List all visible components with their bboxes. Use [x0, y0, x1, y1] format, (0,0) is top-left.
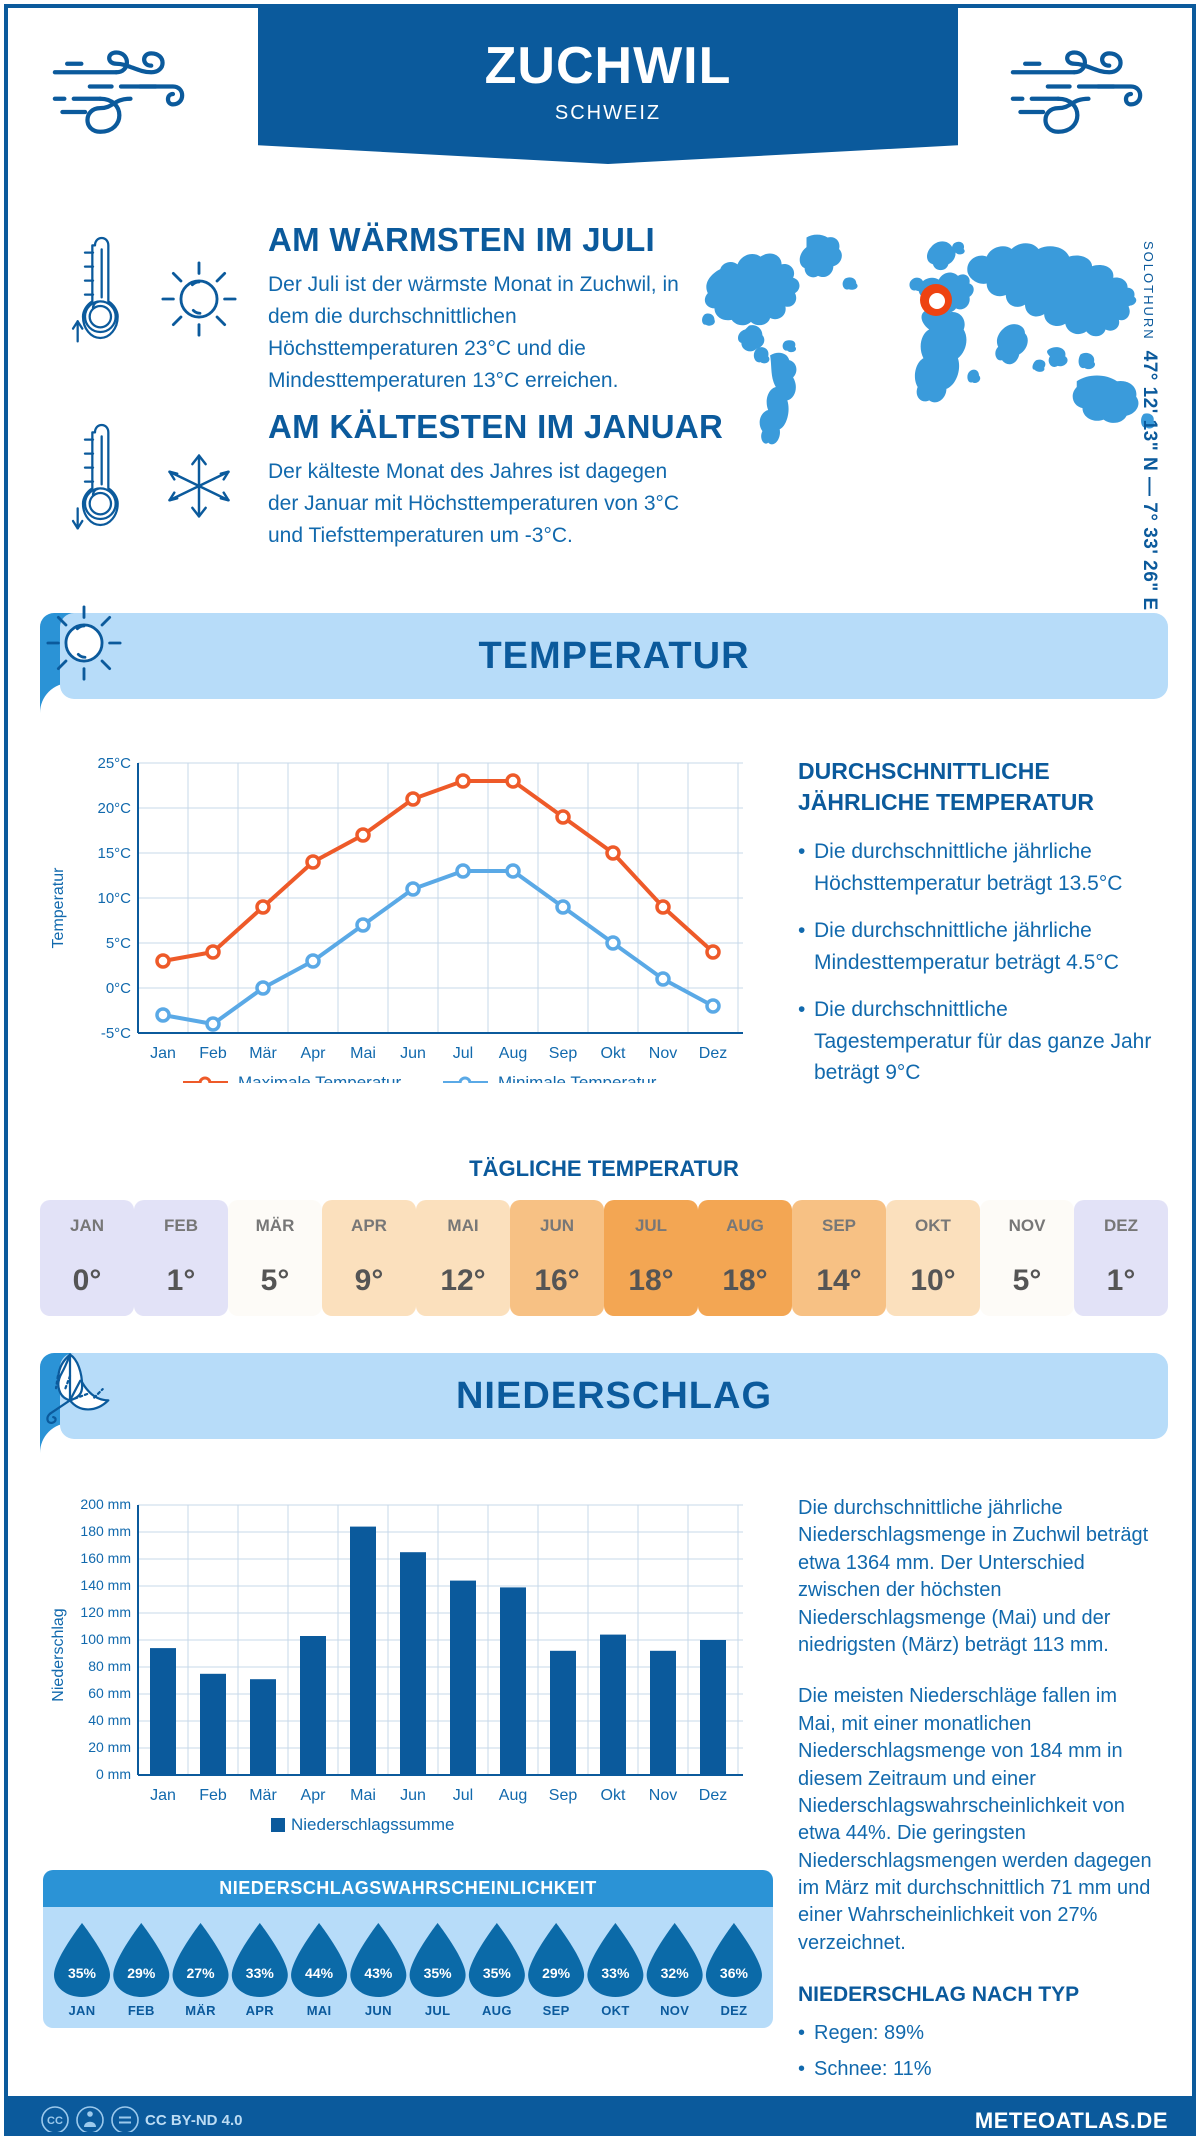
svg-text:0°C: 0°C — [106, 980, 131, 997]
svg-text:40 mm: 40 mm — [88, 1712, 131, 1728]
svg-text:160 mm: 160 mm — [80, 1550, 131, 1566]
svg-text:Dez: Dez — [699, 1045, 727, 1062]
svg-text:200 mm: 200 mm — [80, 1496, 131, 1512]
svg-text:0 mm: 0 mm — [96, 1766, 131, 1782]
svg-text:Apr: Apr — [301, 1787, 327, 1804]
svg-text:Jun: Jun — [400, 1045, 426, 1062]
svg-text:Feb: Feb — [199, 1045, 227, 1062]
svg-text:Jul: Jul — [453, 1787, 473, 1804]
svg-text:100 mm: 100 mm — [80, 1631, 131, 1647]
svg-text:Mai: Mai — [350, 1787, 376, 1804]
svg-text:Jan: Jan — [150, 1787, 176, 1804]
svg-text:Mär: Mär — [249, 1045, 277, 1062]
svg-text:Nov: Nov — [649, 1787, 677, 1804]
svg-text:15°C: 15°C — [97, 845, 131, 862]
svg-text:80 mm: 80 mm — [88, 1658, 131, 1674]
svg-text:140 mm: 140 mm — [80, 1577, 131, 1593]
svg-text:Dez: Dez — [699, 1787, 727, 1804]
svg-text:CC BY-ND 4.0: CC BY-ND 4.0 — [145, 2112, 243, 2129]
svg-text:Jul: Jul — [453, 1045, 473, 1062]
svg-text:5°C: 5°C — [106, 935, 131, 952]
svg-text:10°C: 10°C — [97, 890, 131, 907]
svg-text:Sep: Sep — [549, 1787, 578, 1804]
svg-text:Feb: Feb — [199, 1787, 227, 1804]
svg-text:Aug: Aug — [499, 1045, 527, 1062]
svg-text:Aug: Aug — [499, 1787, 527, 1804]
svg-text:CC: CC — [47, 2115, 63, 2127]
svg-text:Niederschlagssumme: Niederschlagssumme — [291, 1815, 454, 1834]
svg-text:25°C: 25°C — [97, 755, 131, 772]
svg-text:Maximale Temperatur: Maximale Temperatur — [238, 1073, 401, 1083]
svg-text:180 mm: 180 mm — [80, 1523, 131, 1539]
svg-text:Okt: Okt — [601, 1045, 626, 1062]
svg-text:Mär: Mär — [249, 1787, 277, 1804]
svg-text:-5°C: -5°C — [101, 1025, 131, 1042]
svg-text:Jun: Jun — [400, 1787, 426, 1804]
svg-text:Okt: Okt — [601, 1787, 626, 1804]
svg-text:Apr: Apr — [301, 1045, 327, 1062]
svg-text:Minimale Temperatur: Minimale Temperatur — [498, 1073, 657, 1083]
svg-text:60 mm: 60 mm — [88, 1685, 131, 1701]
svg-text:Niederschlag: Niederschlag — [50, 1608, 67, 1701]
svg-text:Temperatur: Temperatur — [50, 867, 67, 949]
svg-text:20 mm: 20 mm — [88, 1739, 131, 1755]
svg-text:Nov: Nov — [649, 1045, 677, 1062]
svg-text:20°C: 20°C — [97, 800, 131, 817]
svg-text:Sep: Sep — [549, 1045, 578, 1062]
svg-text:Mai: Mai — [350, 1045, 376, 1062]
svg-text:120 mm: 120 mm — [80, 1604, 131, 1620]
svg-text:Jan: Jan — [150, 1045, 176, 1062]
